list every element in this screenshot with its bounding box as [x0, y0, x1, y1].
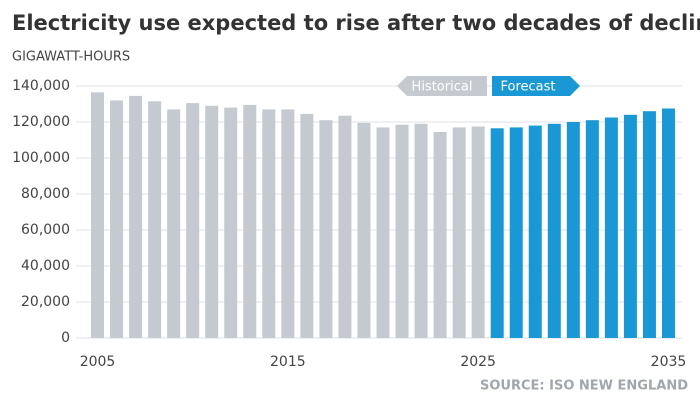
bar: [186, 103, 200, 338]
bar: [110, 100, 124, 339]
bar: [262, 109, 276, 339]
y-tick-label: 20,000: [21, 294, 70, 310]
bar: [205, 105, 219, 338]
source: SOURCE: ISO NEW ENGLAND: [480, 379, 688, 394]
x-tick-label: 2035: [651, 354, 687, 370]
bar: [319, 120, 333, 338]
bar: [509, 127, 523, 339]
bar: [623, 114, 637, 338]
bar: [566, 122, 580, 338]
bar: [148, 101, 162, 338]
y-tick-label: 40,000: [21, 258, 70, 274]
x-tick-label: 2005: [80, 354, 116, 370]
bar: [471, 126, 485, 338]
bar: [91, 92, 105, 338]
bar: [357, 122, 371, 339]
bar: [281, 109, 295, 339]
bar: [452, 127, 466, 339]
y-tick-label: 140,000: [12, 78, 70, 94]
legend-label: Forecast: [500, 80, 555, 95]
bar: [661, 108, 675, 338]
bar: [547, 123, 561, 338]
legend-marker: [492, 76, 580, 96]
bar: [433, 131, 447, 338]
bar: [338, 115, 352, 338]
y-axis-label: GIGAWATT-HOURS: [12, 50, 130, 65]
x-tick-label: 2015: [270, 354, 306, 370]
bar: [376, 127, 390, 339]
y-tick-label: 100,000: [12, 150, 70, 166]
legend-label: Historical: [412, 80, 473, 95]
bar: [167, 109, 181, 339]
y-tick-label: 0: [61, 330, 70, 346]
y-tick-label: 80,000: [21, 186, 70, 202]
bar: [224, 107, 238, 338]
bar: [395, 124, 409, 338]
x-tick-label: 2025: [460, 354, 496, 370]
chart-title: Electricity use expected to rise after t…: [12, 11, 700, 35]
bar: [300, 113, 314, 339]
y-tick-label: 120,000: [12, 114, 70, 130]
bar: [414, 123, 428, 338]
bar: [585, 120, 599, 338]
legend-marker: [397, 76, 487, 96]
bar: [490, 128, 504, 338]
bar: [129, 95, 143, 339]
bar: [604, 117, 618, 338]
y-tick-label: 60,000: [21, 222, 70, 238]
bar: [528, 125, 542, 338]
bar: [243, 104, 257, 339]
bar: [642, 111, 656, 338]
